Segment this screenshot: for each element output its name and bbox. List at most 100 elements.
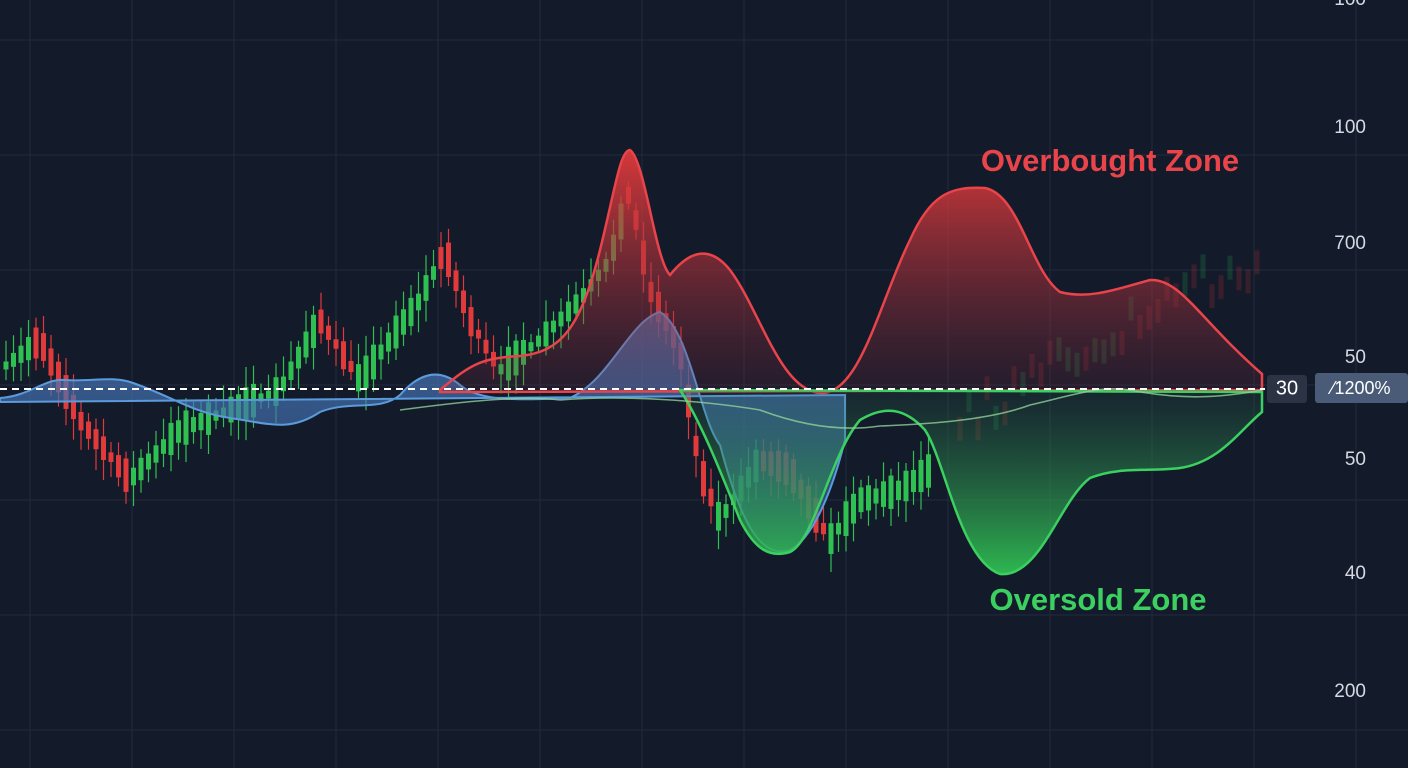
candle-body (416, 293, 421, 311)
candle-body (288, 361, 294, 380)
candle-body (543, 321, 549, 347)
candle-body (536, 335, 541, 347)
candle-body (918, 459, 924, 493)
candle-body (18, 345, 24, 363)
candle-body (836, 522, 841, 535)
candle-body (168, 422, 174, 456)
candle-body (333, 339, 339, 349)
candle-body (26, 337, 31, 361)
candle-body (843, 501, 849, 537)
candle-body (281, 376, 286, 392)
candle-body (716, 501, 721, 531)
candle-body (431, 266, 436, 280)
candle-body (821, 522, 826, 535)
candle-body (318, 309, 324, 334)
candle-body (41, 333, 46, 361)
candle-body (581, 288, 586, 303)
candle-body (258, 393, 264, 402)
candle-body (693, 435, 699, 457)
candle-body (71, 394, 76, 420)
y-axis-label: 100 (1334, 0, 1366, 10)
candle-body (108, 452, 114, 463)
candle-body (198, 412, 204, 431)
candle-body (401, 309, 406, 335)
candle-body (378, 344, 384, 360)
percent-tag: ⁄1200% (1327, 378, 1390, 398)
candle-body (896, 480, 901, 501)
faint-candle (1200, 254, 1206, 279)
faint-candle (1191, 264, 1197, 289)
y-axis: 100 100 700 50 50 40 200 (1334, 0, 1366, 702)
percent-tag-box (1315, 373, 1408, 403)
candle-body (93, 429, 99, 450)
faint-candle (1254, 250, 1260, 275)
candle-body (131, 467, 136, 486)
y-axis-label: 100 (1334, 117, 1366, 138)
candle-body (176, 420, 181, 443)
candle-body (341, 341, 346, 370)
candle-body (356, 364, 361, 392)
candle-body (558, 311, 564, 327)
candle-body (348, 360, 354, 373)
candle-body (881, 481, 886, 507)
candle-body (723, 504, 729, 518)
candle-body (48, 348, 54, 376)
candle-body (866, 485, 871, 511)
candle-body (146, 453, 151, 470)
oversold-area (677, 388, 1264, 576)
faint-candle (1245, 269, 1251, 294)
y-axis-label: 50 (1345, 347, 1366, 368)
candle-body (123, 458, 129, 492)
candle-body (926, 454, 931, 488)
faint-candle (1227, 255, 1233, 280)
candle-body (903, 470, 909, 502)
faint-candle (1182, 272, 1188, 297)
overbought-area (438, 148, 1264, 395)
candle-body (551, 320, 556, 333)
y-axis-label: 50 (1345, 449, 1366, 470)
candle-body (393, 315, 399, 349)
candle-body (858, 487, 864, 513)
candle-body (566, 301, 571, 322)
candle-body (33, 327, 39, 359)
candle-body (453, 270, 459, 292)
candle-body (438, 247, 444, 269)
candle-body (708, 488, 714, 507)
candle-body (296, 346, 301, 369)
faint-candle (1218, 275, 1224, 300)
faint-candle (1209, 284, 1215, 309)
candle-body (521, 339, 526, 365)
candle-body (446, 242, 451, 278)
candle-body (101, 436, 106, 461)
candle-body (386, 332, 391, 352)
candle-body (701, 461, 706, 497)
candle-body (528, 342, 534, 352)
faint-candle (1236, 266, 1242, 291)
candle-body (363, 355, 369, 389)
candle-body (116, 455, 121, 478)
candle-body (851, 493, 856, 524)
candle-body (371, 344, 376, 380)
overbought-label: Overbought Zone (981, 143, 1239, 178)
candle-body (56, 361, 61, 393)
candle-body (191, 417, 196, 433)
candle-body (888, 475, 894, 509)
price-tag: 30 (1276, 377, 1298, 399)
candle-body (11, 352, 16, 367)
candle-body (573, 294, 579, 314)
candle-body (273, 377, 279, 406)
candle-body (86, 421, 91, 439)
candle-body (3, 361, 9, 370)
candle-body (311, 314, 316, 348)
candle-body (476, 329, 481, 339)
candle-body (153, 445, 159, 463)
candle-body (326, 325, 331, 340)
oversold-label: Oversold Zone (989, 582, 1206, 617)
y-axis-label: 200 (1334, 681, 1366, 702)
candle-body (78, 411, 84, 431)
y-axis-label: 700 (1334, 233, 1366, 254)
candle-body (206, 402, 211, 435)
candle-body (183, 410, 189, 445)
candle-body (161, 439, 166, 454)
